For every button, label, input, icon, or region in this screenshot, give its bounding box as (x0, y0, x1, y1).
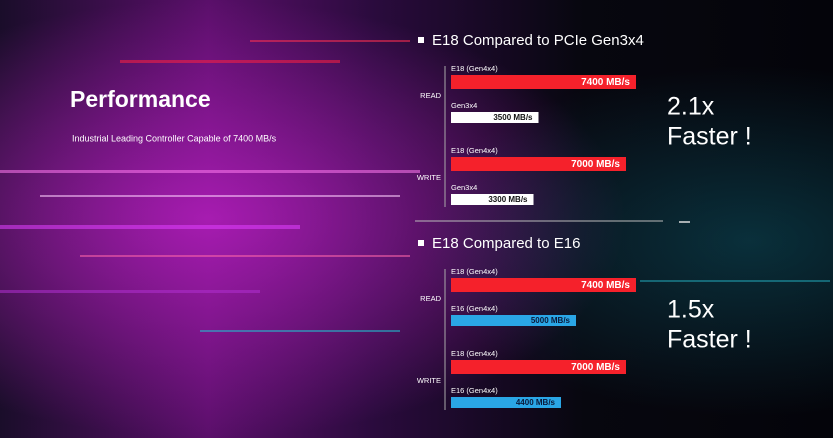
bar-name: Gen3x4 (451, 101, 477, 110)
value-label: 5000 MB/s (531, 316, 571, 325)
annotation: Faster ! (667, 123, 752, 151)
bar-name: E16 (Gen4x4) (451, 304, 498, 313)
value-label: 3500 MB/s (493, 113, 533, 122)
bar (451, 360, 626, 374)
category-label: WRITE (417, 376, 441, 385)
bar-name: E16 (Gen4x4) (451, 386, 498, 395)
value-label: 4400 MB/s (516, 398, 556, 407)
category-label: READ (420, 294, 441, 303)
bar-name: E18 (Gen4x4) (451, 349, 498, 358)
bar-name: Gen3x4 (451, 183, 477, 192)
page-subtitle: Industrial Leading Controller Capable of… (72, 133, 277, 143)
bar-name: E18 (Gen4x4) (451, 267, 498, 276)
value-label: 7400 MB/s (581, 77, 630, 88)
category-label: READ (420, 91, 441, 100)
value-label: 7400 MB/s (581, 280, 630, 291)
category-label: WRITE (417, 173, 441, 182)
bar (451, 112, 539, 123)
bar (451, 157, 626, 171)
bar (451, 397, 561, 408)
value-label: 7000 MB/s (571, 159, 620, 170)
title-bullet (418, 240, 424, 246)
bar (451, 278, 636, 292)
bar (451, 75, 636, 89)
bar (451, 194, 534, 205)
value-label: 7000 MB/s (571, 362, 620, 373)
chart-title: E18 Compared to PCIe Gen3x4 (432, 32, 644, 49)
value-label: 3300 MB/s (488, 195, 528, 204)
bar-name: E18 (Gen4x4) (451, 64, 498, 73)
chart-title: E18 Compared to E16 (432, 235, 580, 252)
annotation: 2.1x (667, 93, 715, 121)
annotation: Faster ! (667, 326, 752, 354)
title-bullet (418, 37, 424, 43)
annotation: 1.5x (667, 296, 715, 324)
page-title: Performance (70, 86, 211, 112)
bar-name: E18 (Gen4x4) (451, 146, 498, 155)
bar (451, 315, 576, 326)
light-streaks (0, 40, 830, 332)
